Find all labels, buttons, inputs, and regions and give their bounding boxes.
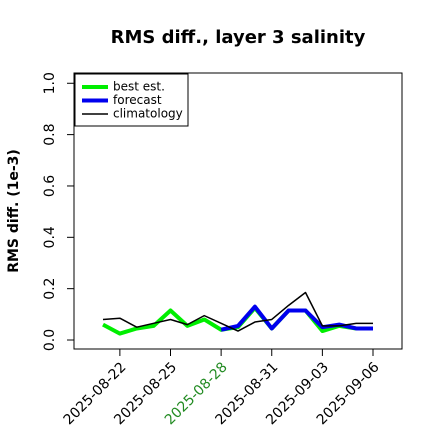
chart-title: RMS diff., layer 3 salinity bbox=[111, 27, 366, 48]
legend-label: forecast bbox=[113, 93, 162, 107]
y-tick-label: 1.0 bbox=[42, 72, 58, 94]
legend-label: climatology bbox=[113, 107, 183, 121]
series-line bbox=[102, 291, 373, 332]
y-tick-label: 0.2 bbox=[42, 278, 58, 300]
series-line bbox=[220, 304, 373, 332]
legend-label: best est. bbox=[113, 80, 165, 94]
y-tick-label: 0.4 bbox=[42, 226, 58, 248]
y-tick-label: 0.0 bbox=[42, 329, 58, 351]
plot-frame bbox=[73, 72, 403, 350]
y-tick-label: 0.6 bbox=[42, 175, 58, 197]
y-tick-label: 0.8 bbox=[42, 123, 58, 145]
y-axis-label: RMS diff. (1e-3) bbox=[6, 149, 22, 273]
series-line bbox=[102, 305, 373, 336]
